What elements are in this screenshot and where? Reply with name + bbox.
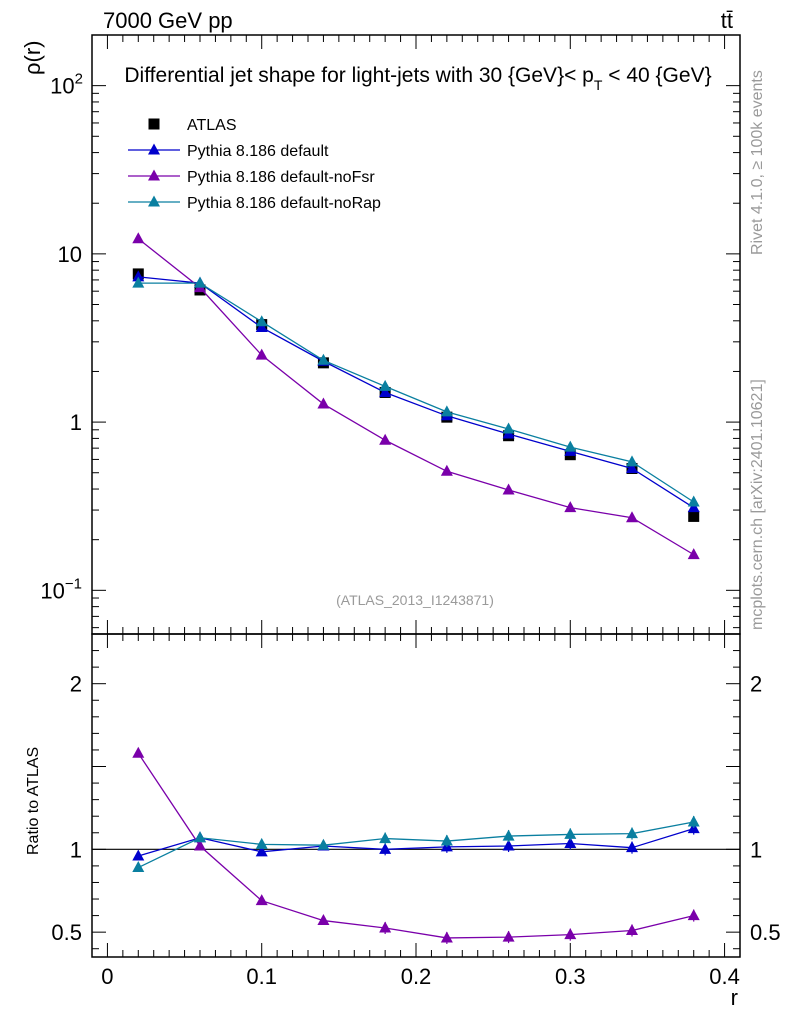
legend-label: Pythia 8.186 default-noRap: [187, 195, 381, 212]
ratio-point-noFsr: [687, 909, 700, 921]
data-point-noFsr: [317, 397, 330, 409]
ratio-point-default: [502, 839, 515, 851]
y-tick-label: 10−1: [40, 575, 82, 603]
legend-marker-noRap: [148, 195, 160, 207]
ratio-y-tick-label: 1: [70, 837, 82, 862]
ratio-line-noRap: [138, 821, 694, 869]
ratio-y-tick-label: 2: [70, 672, 82, 697]
x-tick-label: 0: [101, 964, 113, 989]
ratio-point-noFsr: [564, 928, 577, 940]
ratio-point-noRap: [194, 831, 206, 843]
legend-marker-noFsr: [148, 169, 160, 181]
ratio-point-noFsr: [255, 894, 268, 906]
rivet-label: Rivet 4.1.0, ≥ 100k events: [749, 70, 766, 255]
ratio-point-default: [626, 841, 638, 853]
data-point-noRap: [626, 455, 638, 467]
ratio-y-axis-label: Ratio to ATLAS: [25, 747, 42, 855]
data-point-noRap: [379, 379, 392, 391]
data-point-noRap: [687, 495, 700, 507]
ratio-point-noFsr: [132, 746, 145, 758]
ratio-point-noFsr: [317, 914, 330, 926]
series-line-default: [138, 276, 695, 509]
data-point-noRap: [317, 353, 330, 365]
ratio-point-noFsr: [379, 921, 392, 933]
data-point-noFsr: [440, 464, 453, 476]
y-tick-label: 10: [58, 242, 82, 267]
ratio-y-tick-label-right: 2: [750, 672, 762, 697]
x-tick-label: 0.2: [401, 964, 432, 989]
ratio-point-noRap: [687, 815, 700, 827]
data-point-noFsr: [502, 483, 515, 495]
ratio-point-noFsr: [502, 930, 515, 942]
legend-label: Pythia 8.186 default: [187, 143, 329, 160]
y-tick-label: 102: [50, 71, 83, 99]
x-tick-label: 0.1: [246, 964, 277, 989]
ratio-point-noRap: [317, 838, 330, 850]
ratio-point-noRap: [564, 827, 577, 839]
analysis-id-label: (ATLAS_2013_I1243871): [336, 592, 494, 608]
ratio-point-default: [255, 845, 268, 857]
y-axis-label: ρ(r): [20, 41, 45, 76]
data-point-noRap: [564, 440, 577, 452]
ratio-y-tick-label: 0.5: [51, 920, 82, 945]
data-point-default: [132, 270, 145, 282]
x-axis-label: r: [731, 985, 738, 1010]
ratio-point-noFsr: [440, 931, 453, 943]
data-point-noRap: [194, 276, 206, 288]
x-tick-label: 0.3: [555, 964, 586, 989]
ratio-point-default: [379, 842, 392, 854]
data-point-noFsr: [687, 548, 700, 560]
data-point-default: [626, 461, 638, 473]
data-point-noRap: [440, 405, 453, 417]
legend-marker-atlas: [148, 118, 160, 130]
ratio-point-noRap: [379, 832, 392, 844]
data-point-noFsr: [379, 433, 392, 445]
y-tick-label: 1: [70, 410, 82, 435]
ratio-line-noFsr: [137, 752, 694, 939]
data-point-noRap: [255, 315, 268, 327]
legend-marker-default: [148, 143, 160, 155]
legend-label: ATLAS: [187, 117, 237, 134]
ratio-line-default: [138, 828, 694, 857]
data-point-noFsr: [132, 232, 145, 244]
ratio-y-tick-label-right: 1: [750, 837, 762, 862]
ratio-y-tick-label-right: 0.5: [750, 920, 781, 945]
series-line-noFsr: [137, 238, 695, 556]
data-point-atlas: [688, 510, 700, 522]
data-point-default: [687, 501, 700, 513]
series-line-noRap: [138, 282, 695, 503]
legend-label: Pythia 8.186 default-noFsr: [187, 169, 375, 186]
data-point-noFsr: [255, 348, 268, 360]
ratio-plot-frame: [91, 633, 741, 958]
data-point-noFsr: [626, 511, 638, 523]
data-point-default: [255, 321, 268, 333]
process-label: tt̄: [721, 8, 733, 33]
ratio-point-noRap: [440, 834, 453, 846]
ratio-point-noFsr: [194, 839, 206, 851]
ratio-point-default: [564, 837, 577, 849]
energy-label: 7000 GeV pp: [103, 8, 233, 33]
data-point-noRap: [132, 276, 145, 288]
plot-title: Differential jet shape for light-jets wi…: [124, 64, 711, 93]
ratio-point-noRap: [255, 837, 268, 849]
x-tick-label: 0.4: [709, 964, 740, 989]
ratio-point-noFsr: [626, 923, 638, 935]
ratio-point-noRap: [626, 827, 638, 839]
ratio-point-noRap: [502, 829, 515, 841]
data-point-noFsr: [564, 501, 577, 513]
data-point-noRap: [502, 422, 515, 434]
ratio-point-default: [132, 849, 145, 861]
mcplots-label: mcplots.cern.ch [arXiv:2401.10621]: [749, 379, 766, 630]
ratio-point-noRap: [132, 861, 145, 873]
data-point-default: [379, 385, 392, 397]
